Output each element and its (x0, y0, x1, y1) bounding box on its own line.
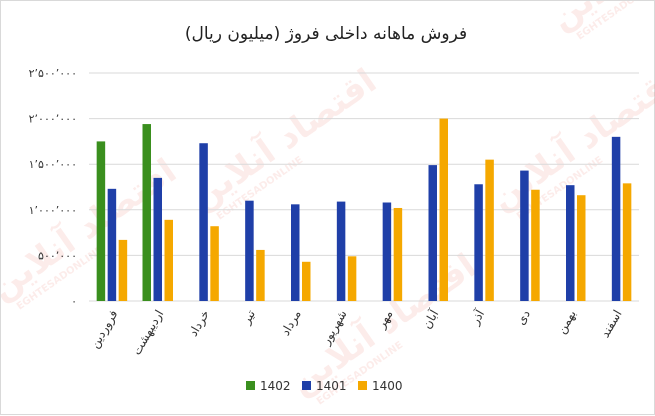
bar-1402-1 (142, 124, 151, 302)
legend-label-1400: 1400 (372, 379, 403, 393)
x-tick-label: دی (514, 308, 533, 328)
bar-1400-5 (347, 256, 357, 301)
y-tick-label: ۱٬۰۰۰٬۰۰۰ (29, 204, 77, 217)
x-tick-label: مرداد (278, 308, 305, 339)
bar-1401-2 (199, 143, 208, 301)
bar-1401-10 (566, 185, 575, 301)
bar-1401-8 (474, 184, 483, 301)
bar-1400-8 (485, 159, 494, 301)
x-tick-label: تیر (239, 308, 259, 328)
legend-label-1402: 1402 (260, 379, 291, 393)
y-axis-ticks: ۰ ۵۰۰٬۰۰۰ ۱٬۰۰۰٬۰۰۰ ۱٬۵۰۰٬۰۰۰ ۲٬۰۰۰٬۰۰۰ ۲٬۵۰۰… (29, 67, 77, 308)
bar-1400-11 (622, 183, 632, 301)
legend-label-1401: 1401 (316, 379, 347, 393)
bar-1400-0 (118, 239, 128, 301)
legend: 1402 1401 1400 (246, 379, 403, 393)
x-tick-label: فروردین (88, 308, 122, 352)
bar-1401-9 (520, 170, 529, 301)
chart-title: فروش ماهانه داخلی فروژ (میلیون ریال) (185, 24, 467, 44)
legend-swatch-1402 (246, 381, 255, 390)
bar-1400-4 (302, 261, 311, 301)
bar-1400-3 (256, 249, 265, 301)
bar-1401-3 (245, 200, 254, 301)
bar-1401-1 (153, 177, 162, 301)
y-tick-label: ۱٬۵۰۰٬۰۰۰ (29, 158, 77, 171)
y-tick-label: ۲٬۵۰۰٬۰۰۰ (29, 67, 77, 80)
bars (96, 118, 632, 302)
bar-1402-0 (96, 141, 106, 301)
bar-1400-10 (577, 195, 586, 301)
bar-1400-2 (210, 226, 219, 301)
x-tick-label: اردیبهشت (129, 308, 167, 358)
x-tick-label: خرداد (186, 308, 213, 340)
x-tick-label: اسفند (598, 308, 625, 340)
legend-swatch-1401 (302, 381, 311, 390)
bar-1400-9 (531, 189, 540, 301)
bar-1401-5 (336, 201, 346, 301)
legend-swatch-1400 (358, 381, 367, 390)
bar-1401-11 (611, 136, 621, 301)
y-tick-label: ۰ (71, 295, 77, 308)
x-tick-label: بهمن (554, 308, 579, 337)
bar-1400-1 (164, 219, 173, 301)
bar-1400-6 (393, 207, 403, 301)
gridlines (89, 72, 639, 302)
bar-1400-7 (439, 118, 448, 301)
bar-1401-7 (428, 165, 437, 301)
watermark-logo: اقتصاد آنلاین (182, 60, 384, 219)
bar-1401-4 (291, 204, 300, 301)
bar-1401-0 (107, 188, 117, 301)
y-tick-label: ۲٬۰۰۰٬۰۰۰ (29, 113, 77, 126)
y-tick-label: ۵۰۰٬۰۰۰ (38, 249, 77, 262)
x-tick-label: آذر (466, 306, 488, 328)
bar-1401-6 (382, 202, 392, 301)
